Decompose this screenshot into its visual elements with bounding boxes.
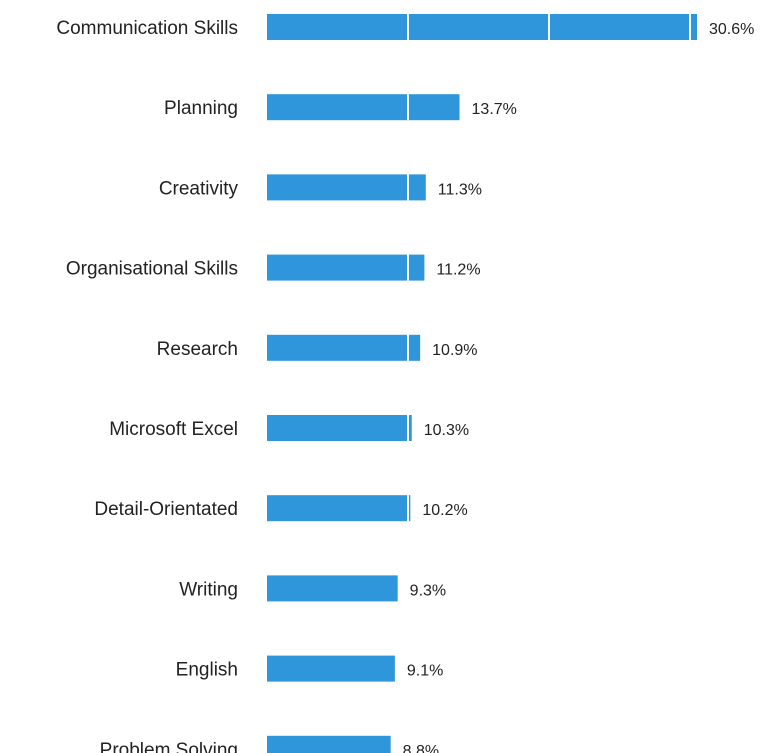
bar-group (267, 495, 411, 522)
bar-group (267, 334, 421, 361)
bar-divider (407, 174, 409, 201)
category-label: Planning (164, 98, 238, 119)
bar-group (267, 415, 412, 441)
bar-group (267, 655, 395, 682)
bar-group (267, 94, 460, 121)
bar-group (267, 735, 391, 753)
category-label: Writing (179, 579, 238, 600)
category-label: Research (157, 339, 238, 360)
bar (267, 575, 398, 602)
bar-divider (407, 14, 409, 40)
bar (267, 415, 412, 441)
value-label: 30.6% (709, 21, 754, 38)
labels-layer: Communication Skills 30.6% Planning 13.7% Cr… (56, 18, 754, 753)
category-label: English (176, 660, 238, 681)
bar-group (267, 254, 425, 281)
bar-divider (407, 254, 409, 281)
bar-divider (407, 415, 409, 441)
value-label: 11.2% (436, 262, 480, 279)
value-label: 10.2% (422, 502, 467, 519)
bar (267, 174, 426, 201)
category-label: Detail-Orientated (94, 499, 238, 520)
value-label: 9.3% (410, 582, 446, 599)
bar-divider (407, 495, 409, 522)
value-label: 11.3% (438, 181, 482, 198)
category-label: Microsoft Excel (109, 419, 238, 440)
bar (267, 254, 425, 281)
bar-group (267, 575, 398, 602)
bar (267, 94, 460, 121)
bar (267, 735, 391, 753)
category-label: Communication Skills (56, 18, 238, 39)
bar-group (267, 14, 697, 40)
bar-divider (407, 334, 409, 361)
category-label: Creativity (159, 178, 239, 199)
value-label: 9.1% (407, 663, 443, 680)
bar-divider (689, 14, 691, 40)
bar (267, 14, 697, 40)
value-label: 8.8% (403, 743, 439, 753)
bar-divider (548, 14, 550, 40)
bar-group (267, 174, 426, 201)
bar (267, 334, 421, 361)
category-label: Problem Solving (100, 740, 238, 753)
bar (267, 495, 411, 522)
value-label: 13.7% (472, 101, 517, 118)
value-label: 10.9% (432, 342, 477, 359)
value-label: 10.3% (424, 422, 469, 439)
bar (267, 655, 395, 682)
category-label: Organisational Skills (66, 259, 238, 280)
bars-layer (267, 14, 697, 753)
bar-divider (407, 94, 409, 121)
